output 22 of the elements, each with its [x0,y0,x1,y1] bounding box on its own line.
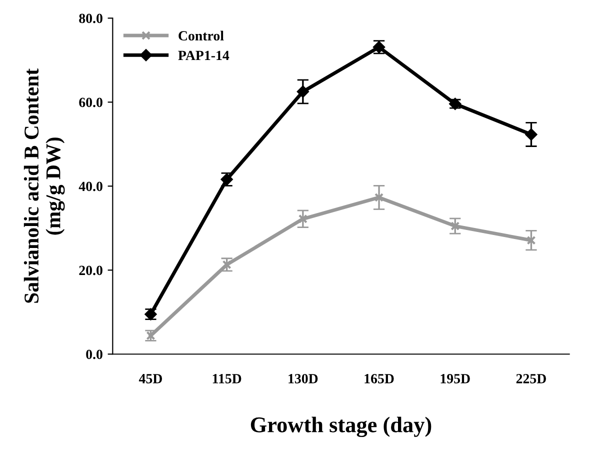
x-axis-title: Growth stage (day) [250,416,432,438]
y-tick-label: 80.0 [79,14,102,24]
x-tick-label: 130D [288,374,318,384]
point [450,222,460,231]
x-tick-label: 115D [212,374,242,384]
point [526,236,536,245]
y-tick-label: 40.0 [78,182,102,192]
x-tick-label: 195D [440,374,470,384]
legend-label: PAP1-14 [178,50,230,60]
x-tick-label: 165D [364,374,394,384]
point [525,128,538,140]
y-tick-label: 20.0 [79,266,102,276]
legend-label: Control [178,30,224,41]
y-tick-label: 0.0 [86,350,102,360]
point [374,192,384,202]
x-tick-label: 45D [138,374,162,384]
point [298,214,308,224]
point [296,86,309,98]
y-tick-label: 60.0 [79,98,102,108]
x-tick-label: 225D [516,374,546,384]
y-axis-title: Salvianolic acid B Content (mg/g DW) [24,68,65,303]
point [222,260,232,270]
